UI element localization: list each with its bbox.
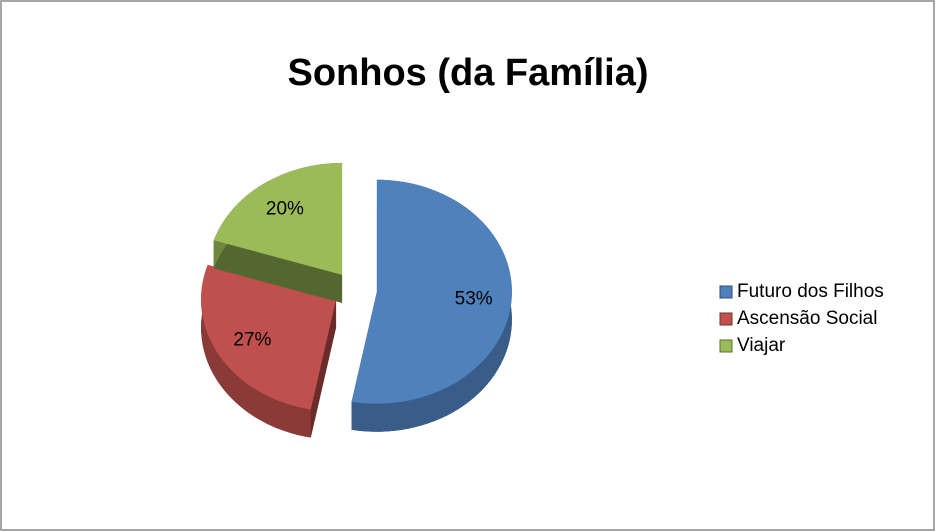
slice-wall [213,240,343,303]
slice-side [201,264,311,438]
legend-swatch [719,285,733,299]
pie-slice [351,179,512,432]
legend-swatch [719,312,733,326]
legend-label: Viajar [737,335,786,356]
legend-label: Ascensão Social [737,308,877,329]
slice-top [213,162,343,275]
pie-slice [213,162,343,303]
chart-title: Sonhos (da Família) [287,52,648,94]
data-label: 53% [455,288,493,309]
legend-label: Futuro dos Filhos [737,281,884,302]
slice-wall [310,299,337,438]
slice-top [201,264,337,410]
data-label: 20% [266,199,304,220]
data-label: 27% [233,330,271,351]
slice-side [351,179,512,432]
legend-swatch [719,339,733,353]
slice-top [351,179,512,404]
pie-slice [201,264,337,438]
